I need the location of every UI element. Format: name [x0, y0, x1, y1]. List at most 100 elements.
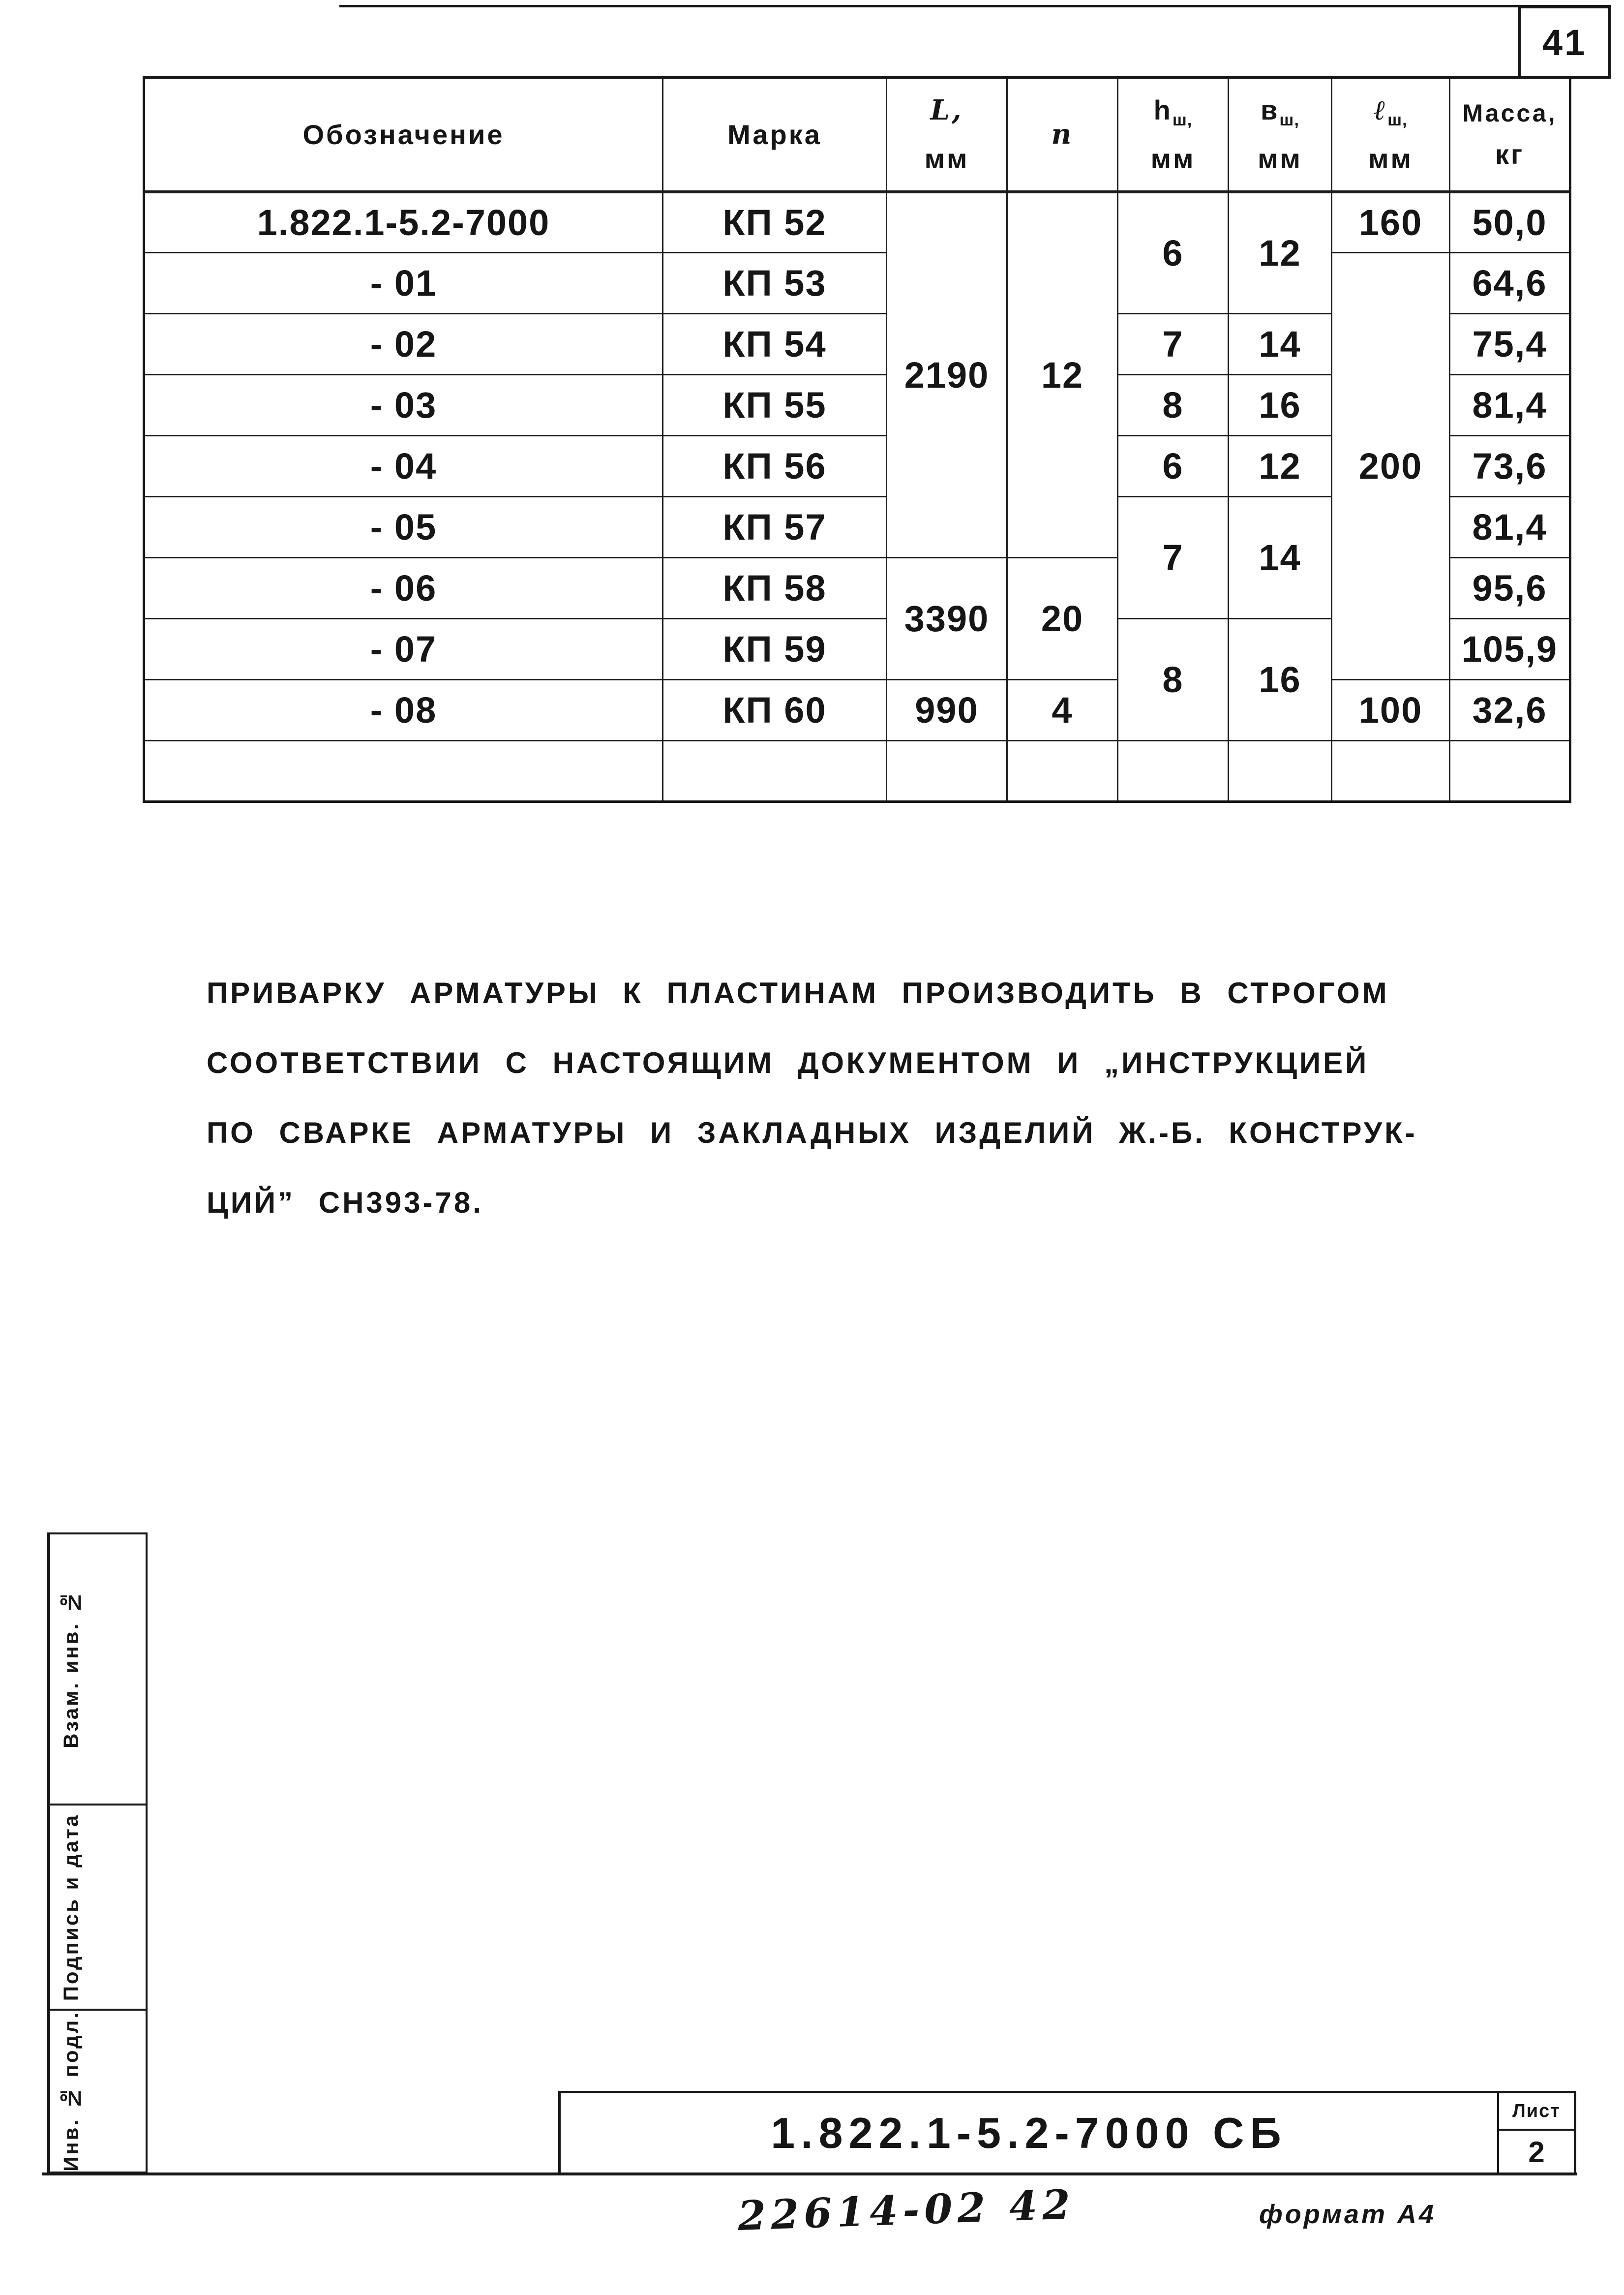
- title-block: 1.822.1-5.2-7000 СБ Лист 2: [558, 2091, 1576, 2175]
- header-designation: Обозначение: [143, 77, 663, 193]
- cell-mark: КП 52: [662, 191, 887, 253]
- table-row: - 02 КП 54 7 14 75,4: [143, 313, 1571, 375]
- cell-designation: - 02: [143, 313, 663, 375]
- cell-count: [1006, 740, 1118, 802]
- cell-b: 12: [1228, 435, 1332, 497]
- cell-mark: КП 58: [662, 557, 887, 619]
- cell-designation: - 07: [143, 618, 663, 680]
- cell-l: 100: [1331, 679, 1450, 741]
- table-header-row: Обозначение Марка L, мм n hш, мм: [143, 77, 1571, 193]
- cell-designation: - 01: [143, 252, 663, 314]
- cell-b: 14: [1228, 313, 1332, 375]
- cell-mass: [1449, 740, 1571, 802]
- h-symbol: h: [1153, 94, 1173, 126]
- stamp-section-podpis: Подпись и дата: [49, 1805, 146, 2011]
- cell-mark: КП 56: [662, 435, 887, 497]
- header-h: hш, мм: [1117, 77, 1229, 193]
- page-number-box: 41: [1518, 6, 1611, 79]
- stamp-section-inv: Инв. № подл.: [49, 2011, 146, 2172]
- l-unit: мм: [1368, 143, 1413, 175]
- cell-mark: КП 53: [662, 252, 887, 314]
- cell-h: 7: [1117, 313, 1229, 375]
- plates-spec-table: Обозначение Марка L, мм n hш, мм: [143, 76, 1571, 803]
- table-row: - 04 КП 56 6 12 73,6: [143, 435, 1571, 497]
- table-row-empty: [143, 740, 1571, 802]
- h-symbol-sub: ш,: [1172, 111, 1193, 130]
- stamp-label-podpis-data: Подпись и дата: [49, 1805, 92, 2009]
- cell-mass: 95,6: [1449, 557, 1571, 619]
- cell-count: 4: [1006, 679, 1118, 741]
- sheet-label: Лист: [1499, 2093, 1574, 2131]
- cell-mark: КП 54: [662, 313, 887, 375]
- welding-note: ПРИВАРКУ АРМАТУРЫ К ПЛАСТИНАМ ПРОИЗВОДИТ…: [207, 958, 1495, 1238]
- mass-label: Масса,: [1462, 99, 1557, 127]
- table-row: 1.822.1-5.2-7000 КП 52 2190 12 6 12 160 …: [143, 191, 1571, 558]
- header-mark-label: Марка: [727, 119, 822, 150]
- cell-mass: 81,4: [1449, 496, 1571, 558]
- cell-mark: КП 55: [662, 374, 887, 436]
- cell-designation: - 03: [143, 374, 663, 436]
- stamp-blank-cell: [92, 2011, 146, 2172]
- cell-mass: 81,4: [1449, 374, 1571, 436]
- stamp-section-vzam: Взам. инв. №: [49, 1534, 146, 1805]
- length-unit: мм: [924, 143, 969, 175]
- cell-h: [1117, 740, 1229, 802]
- cell-mass: 75,4: [1449, 313, 1571, 375]
- header-l: ℓш, мм: [1331, 77, 1450, 193]
- cell-b: 14: [1228, 496, 1332, 619]
- cell-mark: КП 57: [662, 496, 887, 558]
- header-count: n: [1006, 77, 1118, 193]
- cell-mark: КП 59: [662, 618, 887, 680]
- cell-mass: 50,0: [1449, 191, 1571, 253]
- stamp-blank-cell: [92, 1805, 146, 2009]
- cell-length: 2190: [886, 191, 1008, 558]
- b-symbol-sub: ш,: [1279, 111, 1300, 130]
- cell-l: 200: [1331, 252, 1450, 680]
- header-length: L, мм: [886, 77, 1008, 193]
- cell-h: 6: [1117, 435, 1229, 497]
- cell-h: 8: [1117, 374, 1229, 436]
- cell-designation: - 04: [143, 435, 663, 497]
- table-row: - 08 КП 60 990 4 100 32,6: [143, 679, 1571, 741]
- cell-mark: КП 60: [662, 679, 887, 741]
- cell-b: 16: [1228, 618, 1332, 741]
- header-designation-label: Обозначение: [302, 119, 505, 150]
- note-line: ПО СВАРКЕ АРМАТУРЫ И ЗАКЛАДНЫХ ИЗДЕЛИЙ Ж…: [207, 1116, 1417, 1149]
- cell-designation: [143, 740, 663, 802]
- cell-length: [886, 740, 1008, 802]
- handwritten-stamp-number: 22614-02 42: [737, 2181, 1076, 2240]
- cell-mass: 105,9: [1449, 618, 1571, 680]
- l-symbol: ℓ: [1374, 94, 1388, 127]
- cell-h: 7: [1117, 496, 1229, 619]
- cell-mass: 73,6: [1449, 435, 1571, 497]
- stamp-label-inv-podl: Инв. № подл.: [49, 2011, 92, 2172]
- b-unit: мм: [1258, 143, 1302, 175]
- cell-length: 3390: [886, 557, 1008, 680]
- h-unit: мм: [1150, 143, 1196, 175]
- top-frame-rule: [339, 5, 1611, 7]
- cell-length: 990: [886, 679, 1008, 741]
- cell-count: 12: [1006, 191, 1118, 558]
- page-number: 41: [1542, 22, 1587, 63]
- note-line: ЦИЙ” СН393-78.: [207, 1186, 483, 1219]
- sheet-number: 2: [1528, 2135, 1545, 2169]
- table-row: - 01 КП 53 200 64,6: [143, 252, 1571, 680]
- cell-b: 16: [1228, 374, 1332, 436]
- b-symbol: в: [1260, 94, 1280, 126]
- document-number: 1.822.1-5.2-7000 СБ: [561, 2093, 1499, 2173]
- l-symbol-sub: ш,: [1387, 111, 1408, 130]
- header-mass: Масса, кг: [1449, 77, 1571, 193]
- cell-count: 20: [1006, 557, 1118, 680]
- note-line: ПРИВАРКУ АРМАТУРЫ К ПЛАСТИНАМ ПРОИЗВОДИТ…: [207, 977, 1389, 1010]
- table-row: - 03 КП 55 8 16 81,4: [143, 374, 1571, 436]
- left-stamp-column: Взам. инв. № Подпись и дата Инв. № подл.: [47, 1532, 148, 2173]
- sheet-box: Лист 2: [1499, 2093, 1574, 2173]
- stamp-label-vzam-inv: Взам. инв. №: [49, 1534, 92, 1804]
- cell-designation: 1.822.1-5.2-7000: [143, 191, 663, 253]
- cell-h: 6: [1117, 191, 1229, 314]
- format-note: формат А4: [1259, 2200, 1437, 2229]
- cell-designation: - 06: [143, 557, 663, 619]
- cell-designation: - 08: [143, 679, 663, 741]
- cell-h: 8: [1117, 618, 1229, 741]
